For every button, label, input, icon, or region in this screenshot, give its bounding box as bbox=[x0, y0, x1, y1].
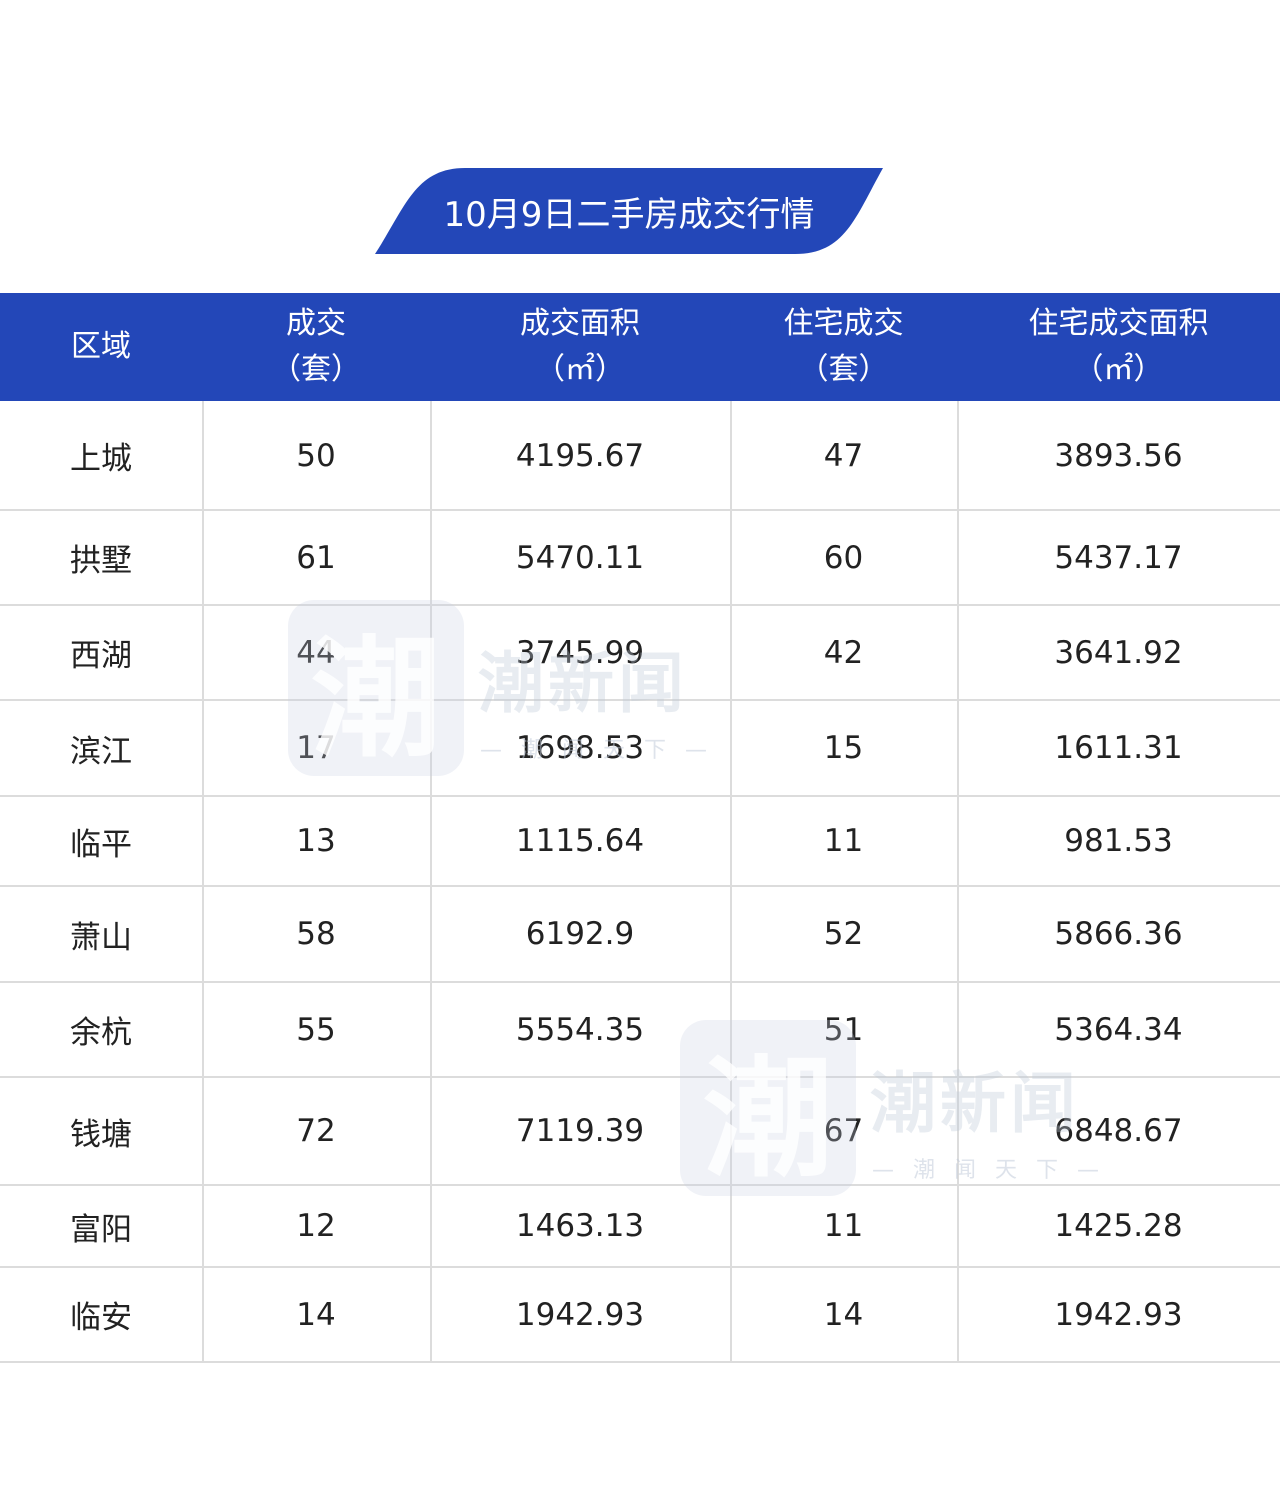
column-line bbox=[202, 401, 204, 1362]
region-cell: 临安 bbox=[70, 1300, 132, 1336]
table-header bbox=[0, 293, 1280, 401]
region-cell: 余杭 bbox=[70, 1015, 132, 1051]
header-text: 成交 bbox=[286, 306, 346, 341]
value-cell: 6192.9 bbox=[525, 916, 635, 952]
row-line bbox=[0, 1361, 1280, 1363]
header-cell: 成交 （套） bbox=[202, 293, 430, 401]
value-cell: 5364.34 bbox=[1054, 1011, 1183, 1048]
value-cell: 5554.35 bbox=[515, 1011, 645, 1048]
header-text: 区域 bbox=[71, 329, 131, 364]
value-cell: 6848.67 bbox=[1054, 1113, 1183, 1149]
row-line bbox=[0, 509, 1280, 511]
region-cell: 钱塘 bbox=[70, 1116, 132, 1153]
value-cell: 15 bbox=[823, 730, 864, 766]
header-text: （套） bbox=[271, 352, 361, 387]
header-cell: 成交面积 （㎡） bbox=[430, 293, 730, 401]
value-cell: 42 bbox=[823, 634, 864, 671]
watermark-slogan: — 潮 闻 天 下 — bbox=[480, 738, 713, 763]
row-line bbox=[0, 885, 1280, 887]
value-cell: 67 bbox=[823, 1113, 864, 1149]
value-cell: 1942.93 bbox=[1054, 1296, 1183, 1333]
header-text: （㎡） bbox=[1073, 352, 1164, 387]
value-cell: 11 bbox=[823, 1208, 864, 1244]
value-cell: 3641.92 bbox=[1054, 634, 1183, 671]
value-cell: 72 bbox=[296, 1113, 336, 1149]
value-cell: 981.53 bbox=[1064, 823, 1173, 859]
region-cell: 上城 bbox=[70, 441, 132, 477]
watermark-slogan: — 潮 闻 天 下 — bbox=[872, 1158, 1105, 1183]
row-line bbox=[0, 981, 1280, 983]
row-line bbox=[0, 1266, 1280, 1268]
value-cell: 14 bbox=[823, 1296, 864, 1333]
header-text: 成交面积 bbox=[520, 306, 640, 341]
value-cell: 12 bbox=[296, 1208, 336, 1244]
region-cell: 西湖 bbox=[70, 638, 132, 674]
value-cell: 50 bbox=[296, 437, 336, 474]
value-cell: 61 bbox=[296, 539, 336, 576]
value-cell: 52 bbox=[823, 916, 864, 952]
header-text: （㎡） bbox=[535, 352, 625, 387]
value-cell: 14 bbox=[296, 1296, 336, 1333]
row-line bbox=[0, 1184, 1280, 1186]
row-line bbox=[0, 604, 1280, 606]
column-line bbox=[430, 401, 432, 1362]
row-line bbox=[0, 795, 1280, 797]
value-cell: 3745.99 bbox=[515, 634, 645, 671]
value-cell: 1611.31 bbox=[1054, 730, 1183, 766]
region-cell: 滨江 bbox=[70, 733, 132, 770]
value-cell: 7119.39 bbox=[515, 1113, 645, 1149]
value-cell: 47 bbox=[823, 437, 864, 474]
watermark-logo: 潮 bbox=[680, 1020, 856, 1196]
row-line bbox=[0, 1076, 1280, 1078]
value-cell: 1425.28 bbox=[1054, 1208, 1183, 1244]
header-cell: 住宅成交面积 （㎡） bbox=[957, 293, 1280, 401]
value-cell: 13 bbox=[296, 823, 336, 859]
value-cell: 1698.53 bbox=[515, 730, 645, 766]
value-cell: 60 bbox=[823, 539, 864, 576]
region-cell: 拱墅 bbox=[70, 543, 132, 579]
value-cell: 55 bbox=[296, 1011, 336, 1048]
watermark-name: 潮新闻 bbox=[870, 1065, 1080, 1142]
header-cell: 区域 bbox=[0, 293, 202, 401]
value-cell: 11 bbox=[823, 823, 864, 859]
value-cell: 44 bbox=[296, 634, 336, 671]
value-cell: 17 bbox=[296, 730, 336, 766]
column-line bbox=[730, 401, 732, 1362]
region-cell: 富阳 bbox=[70, 1211, 132, 1248]
header-cell: 住宅成交 （套） bbox=[730, 293, 957, 401]
region-cell: 萧山 bbox=[70, 919, 132, 956]
region-cell: 临平 bbox=[70, 826, 132, 863]
title: 10月9日二手房成交行情 bbox=[443, 194, 815, 235]
header-text: （套） bbox=[798, 352, 889, 387]
value-cell: 51 bbox=[823, 1011, 864, 1048]
watermark-name: 潮新闻 bbox=[478, 645, 688, 722]
value-cell: 1942.93 bbox=[515, 1296, 645, 1333]
watermark-logo: 潮 bbox=[288, 600, 464, 776]
value-cell: 4195.67 bbox=[515, 437, 645, 474]
row-line bbox=[0, 699, 1280, 701]
title-banner bbox=[375, 168, 883, 254]
value-cell: 3893.56 bbox=[1054, 437, 1183, 474]
header-text: 住宅成交面积 bbox=[1028, 306, 1209, 341]
value-cell: 5866.36 bbox=[1054, 916, 1183, 952]
column-line bbox=[957, 401, 959, 1362]
header-text: 住宅成交 bbox=[783, 306, 904, 341]
value-cell: 58 bbox=[296, 916, 336, 952]
value-cell: 5437.17 bbox=[1054, 539, 1183, 576]
value-cell: 5470.11 bbox=[515, 539, 645, 576]
value-cell: 1463.13 bbox=[515, 1208, 645, 1244]
value-cell: 1115.64 bbox=[515, 823, 645, 859]
